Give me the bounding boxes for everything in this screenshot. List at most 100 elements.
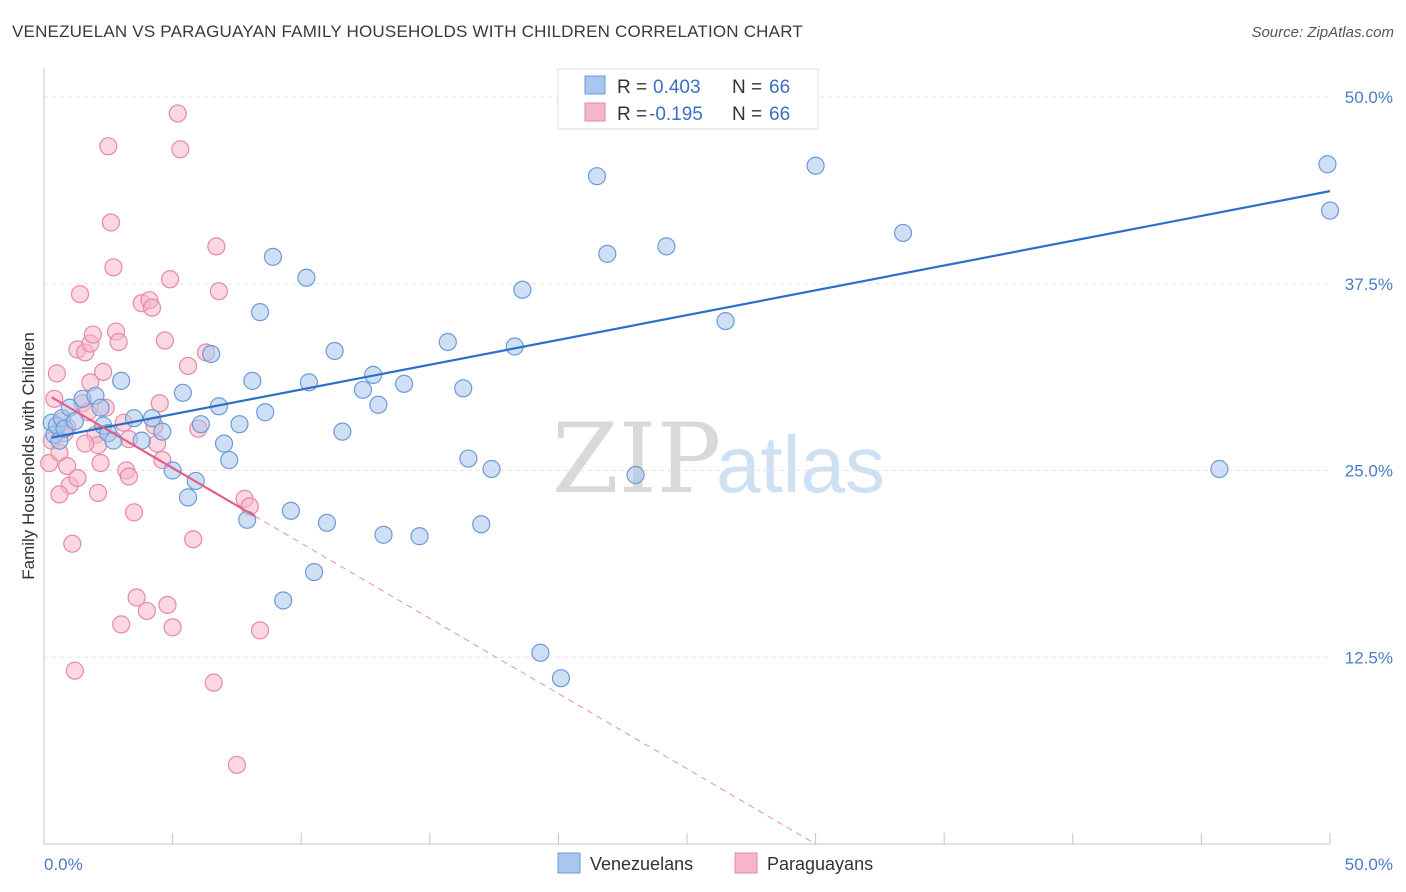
venezuelan-point: [191, 415, 210, 434]
venezuelan-point: [551, 669, 571, 688]
venezuelans-points: [42, 98, 1340, 688]
venezuelan-point: [374, 525, 393, 544]
venezuelan-point: [104, 431, 123, 450]
venezuelan-point: [281, 501, 301, 520]
venezuelan-point: [178, 488, 198, 507]
venezuelan-point: [256, 403, 275, 422]
paraguayan-point: [70, 285, 90, 304]
venezuelan-point: [274, 591, 293, 610]
venezuelan-point: [459, 449, 478, 468]
paraguayan-point: [137, 601, 156, 621]
venezuelan-point: [250, 303, 270, 322]
venezuelan-point: [220, 450, 239, 470]
paraguayan-point: [76, 434, 95, 453]
venezuelan-point: [263, 247, 283, 266]
legend-r-label-1: R =: [617, 77, 647, 98]
venezuelan-point: [1320, 201, 1340, 220]
paraguayan-point: [168, 104, 187, 123]
venezuelan-point: [482, 459, 501, 479]
legend-n-value-2: 66: [769, 104, 790, 125]
gridlines: [44, 96, 1330, 658]
paraguayan-point: [119, 467, 138, 486]
watermark-atlas: atlas: [716, 420, 885, 509]
venezuelan-point: [124, 409, 144, 428]
bottom-legend: Venezuelans Paraguayans: [557, 852, 873, 874]
paraguayan-point: [155, 331, 174, 350]
venezuelan-point: [353, 380, 373, 399]
paraguayan-point: [171, 140, 190, 159]
paraguayan-point: [88, 483, 108, 503]
venezuelan-point: [91, 398, 110, 417]
bottom-legend-swatch-venezuelans: [557, 852, 581, 874]
paraguayan-point: [209, 282, 228, 301]
venezuelan-point: [531, 643, 550, 662]
venezuelan-point: [893, 223, 913, 243]
watermark-zip: ZIP: [552, 403, 721, 515]
venezuelan-point: [230, 415, 249, 434]
paraguayan-point: [158, 595, 177, 615]
paraguayan-point: [58, 456, 77, 476]
paraguayan-point: [184, 530, 203, 549]
paraguayan-point: [109, 332, 128, 352]
y-axis-title: Family Households with Children: [19, 332, 38, 580]
chart-title: VENEZUELAN VS PARAGUAYAN FAMILY HOUSEHOL…: [12, 22, 803, 41]
venezuelan-point: [153, 422, 172, 441]
legend-n-label-1: N =: [732, 77, 762, 98]
venezuelan-point: [65, 412, 84, 431]
legend-swatch-venezuelans: [584, 75, 606, 95]
paraguayan-point: [101, 213, 120, 232]
venezuelan-point: [587, 167, 607, 186]
paraguayan-point: [124, 503, 144, 522]
legend-r-value-1: 0.403: [653, 77, 701, 98]
paraguayan-point: [63, 534, 82, 553]
trend-lines: [51, 190, 1331, 845]
legend-n-label-2: N =: [732, 104, 762, 125]
venezuelan-point: [202, 344, 221, 364]
paraguayan-point: [142, 298, 162, 317]
y-tick-labels: 12.5% 25.0% 37.5% 50.0%: [1345, 88, 1393, 667]
venezuelan-point: [317, 513, 337, 532]
x-ticks: [43, 833, 1331, 844]
legend-swatch-paraguayans: [584, 102, 606, 122]
venezuelan-point: [243, 371, 262, 390]
venezuelan-point: [513, 280, 532, 299]
venezuelan-point: [369, 395, 388, 414]
venezuelan-point: [214, 434, 234, 453]
paraguayan-point: [47, 364, 66, 383]
paraguayan-point: [50, 485, 69, 504]
paraguayan-point: [150, 394, 169, 413]
legend-r-label-2: R =: [617, 104, 647, 125]
paraguayan-point: [99, 137, 118, 156]
venezuelan-point: [657, 237, 676, 256]
paraguayan-point: [227, 755, 246, 774]
bottom-legend-label-venezuelans: Venezuelans: [590, 854, 693, 874]
paraguayans-trend-line: [51, 396, 256, 518]
y-tick-label: 37.5%: [1345, 275, 1393, 294]
paraguayan-point: [65, 661, 84, 680]
venezuelan-point: [304, 562, 324, 582]
venezuelan-point: [112, 371, 131, 390]
paraguayan-point: [91, 453, 110, 473]
source-label: Source: ZipAtlas.com: [1251, 24, 1394, 41]
paraguayan-point: [83, 325, 102, 344]
paraguayan-point: [68, 468, 87, 488]
legend-box: R = 0.403 N = 66 R = -0.195 N = 66: [557, 68, 819, 130]
x-tick-label-max: 50.0%: [1345, 855, 1393, 874]
venezuelan-point: [454, 379, 473, 398]
paraguayan-point: [250, 621, 270, 640]
venezuelan-point: [297, 268, 316, 287]
legend-r-value-2: -0.195: [649, 104, 703, 125]
venezuelan-point: [806, 156, 825, 175]
paraguayans-trend-extension: [254, 515, 816, 845]
paraguayan-point: [112, 615, 131, 634]
y-tick-label: 25.0%: [1345, 462, 1393, 481]
y-tick-label: 12.5%: [1345, 648, 1393, 667]
venezuelan-point: [333, 422, 352, 441]
paraguayan-point: [163, 618, 182, 637]
paraguayan-point: [207, 237, 226, 256]
x-tick-label-min: 0.0%: [44, 855, 83, 874]
venezuelan-point: [1318, 155, 1337, 174]
paraguayan-point: [127, 588, 146, 607]
paraguayan-point: [178, 356, 198, 376]
